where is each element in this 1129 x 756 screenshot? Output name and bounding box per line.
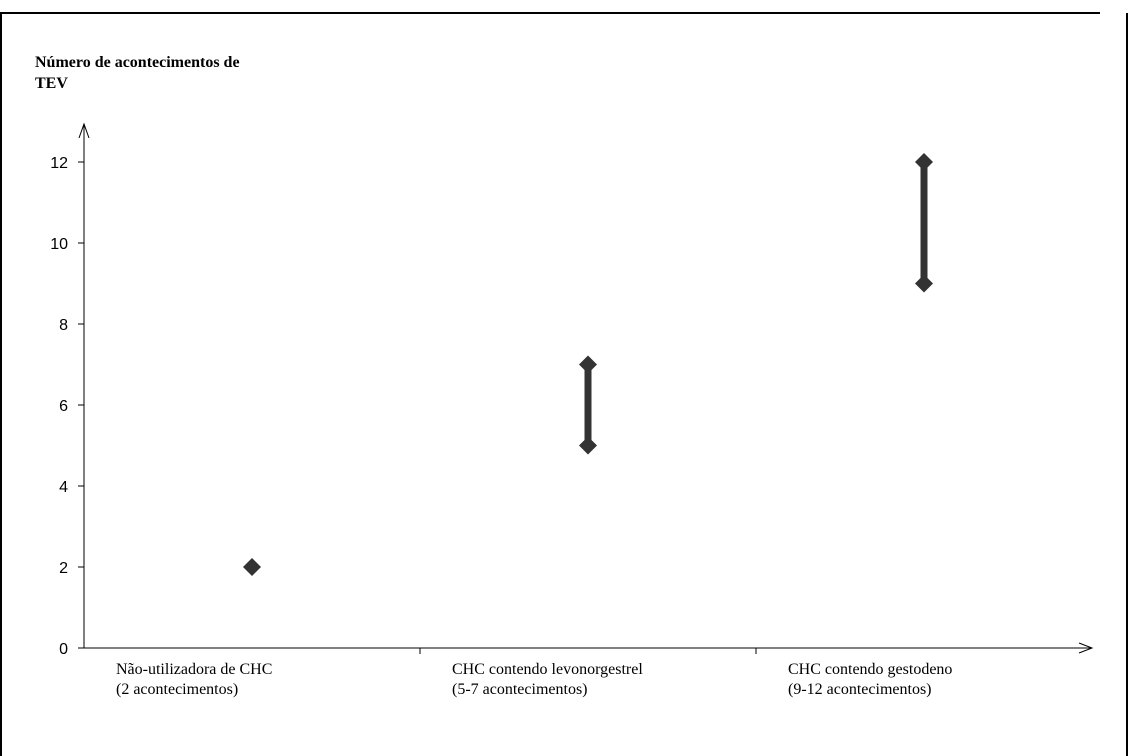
range-low-marker — [243, 558, 261, 576]
y-axis-arrow — [78, 122, 90, 139]
category-label: (9-12 acontecimentos) — [788, 681, 932, 698]
y-axis-title-line-2: TEV — [35, 75, 68, 92]
y-ticks: 0 2 4 6 8 10 12 — [50, 155, 84, 658]
y-tick-label: 12 — [50, 155, 68, 172]
x-axis-arrow — [1078, 642, 1094, 654]
category-labels: Não-utilizadora de CHC (2 acontecimentos)… — [116, 661, 952, 698]
range-marks — [243, 153, 933, 576]
category-label: Não-utilizadora de CHC — [116, 661, 272, 678]
range-low-marker — [579, 436, 597, 455]
y-tick-label: 8 — [59, 317, 68, 334]
category-label: (2 acontecimentos) — [116, 681, 238, 698]
category-label: CHC contendo levonorgestrel — [452, 661, 643, 678]
y-axis-title-line-1: Número de acontecimentos de — [35, 54, 240, 71]
category-label: (5-7 acontecimentos) — [452, 681, 588, 698]
y-tick-label: 0 — [59, 641, 68, 658]
y-tick-label: 4 — [59, 479, 68, 496]
category-label: CHC contendo gestodeno — [788, 661, 952, 678]
range-high-marker — [579, 355, 597, 374]
y-tick-label: 2 — [59, 560, 68, 577]
x-ticks — [419, 648, 757, 654]
y-tick-label: 10 — [50, 236, 68, 253]
range-low-marker — [915, 274, 933, 293]
range-high-marker — [915, 153, 933, 171]
y-tick-label: 6 — [59, 398, 68, 415]
